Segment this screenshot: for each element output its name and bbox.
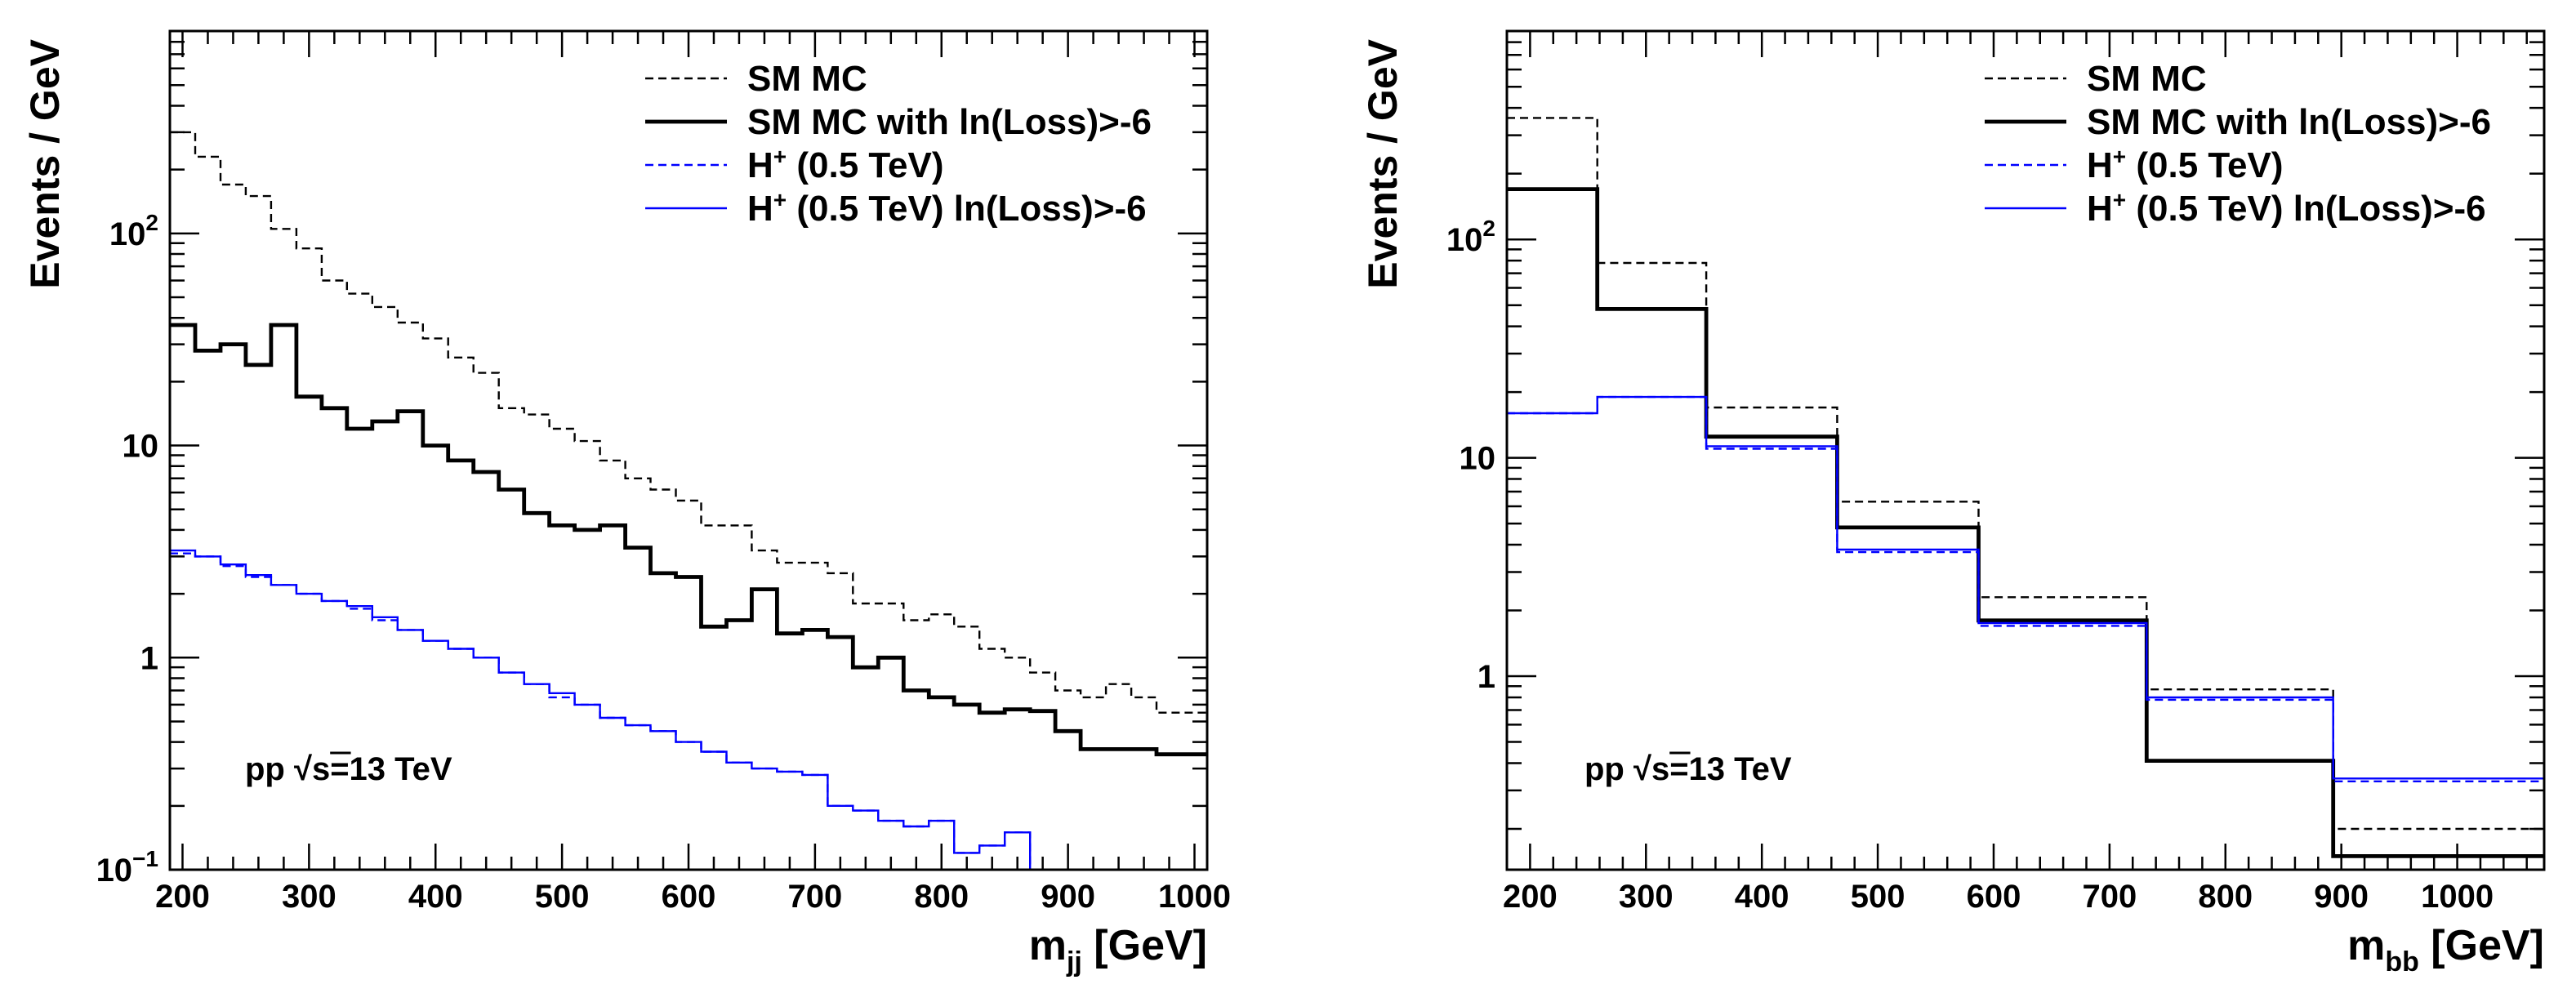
x-tick-label: 600 <box>1967 879 2021 915</box>
plot-area <box>170 131 1207 870</box>
x-tick-label: 200 <box>1503 879 1558 915</box>
x-tick-label: 300 <box>282 879 336 915</box>
legend-label: SM MC with ln(Loss)>-6 <box>2087 102 2491 142</box>
y-tick-label: 10 <box>123 429 159 465</box>
x-tick-label: 1000 <box>2421 879 2494 915</box>
plot-frame <box>1505 29 2546 871</box>
x-tick-label: 200 <box>155 879 210 915</box>
legend-label: H+ (0.5 TeV) ln(Loss)>-6 <box>747 187 1147 229</box>
plot-area <box>1507 117 2544 858</box>
x-tick-label: 700 <box>2083 879 2137 915</box>
x-tick-label: 500 <box>1851 879 1905 915</box>
y-tick-label: 10 <box>1460 441 1496 477</box>
energy-annotation: pp √s=13 TeV <box>245 751 452 787</box>
x-tick-label: 800 <box>914 879 969 915</box>
series-line-3 <box>1507 395 2544 780</box>
y-tick-label: 102 <box>109 210 158 252</box>
x-tick-label: 900 <box>1041 879 1095 915</box>
x-tick-label: 900 <box>2314 879 2369 915</box>
x-tick-label: 300 <box>1619 879 1674 915</box>
y-tick-label: 1 <box>1477 659 1495 695</box>
legend-label: SM MC <box>747 59 867 99</box>
x-axis-title: mbb [GeV] <box>2347 922 2544 978</box>
y-tick-label: 1 <box>140 640 158 676</box>
left-panel: 200 300 400 500 600 700 800 900 1000 10−1 1 10 102 Ev… <box>22 29 1231 978</box>
x-tick-label: 400 <box>1735 879 1789 915</box>
x-tick-label: 700 <box>788 879 843 915</box>
y-tick-label: 10−1 <box>96 846 158 888</box>
x-tick-label: 1000 <box>1158 879 1231 915</box>
series-line-0 <box>1507 117 2544 831</box>
x-axis-title: mjj [GeV] <box>1029 922 1207 978</box>
legend-label: H+ (0.5 TeV) <box>2087 144 2284 185</box>
x-tick-label: 400 <box>408 879 463 915</box>
x-tick-label: 500 <box>535 879 590 915</box>
x-tick-label: 600 <box>662 879 716 915</box>
legend-label: H+ (0.5 TeV) ln(Loss)>-6 <box>2087 187 2486 229</box>
legend-label: SM MC <box>2087 59 2207 99</box>
series-line-0 <box>170 131 1207 714</box>
legend-label: SM MC with ln(Loss)>-6 <box>747 102 1152 142</box>
right-panel: 200 300 400 500 600 700 800 900 1000 1 10 102 Events… <box>1360 29 2546 978</box>
plot-frame <box>168 29 1209 871</box>
energy-annotation: pp √s=13 TeV <box>1584 751 1792 787</box>
series-line-1 <box>170 323 1207 757</box>
y-axis-title: Events / GeV <box>1360 38 1406 288</box>
y-axis-title: Events / GeV <box>22 38 68 288</box>
y-tick-label: 102 <box>1446 216 1495 258</box>
x-tick-label: 800 <box>2198 879 2253 915</box>
legend-label: H+ (0.5 TeV) <box>747 144 944 185</box>
series-line-2 <box>1507 395 2544 782</box>
series-line-3 <box>170 549 1207 870</box>
series-line-1 <box>1507 187 2544 858</box>
